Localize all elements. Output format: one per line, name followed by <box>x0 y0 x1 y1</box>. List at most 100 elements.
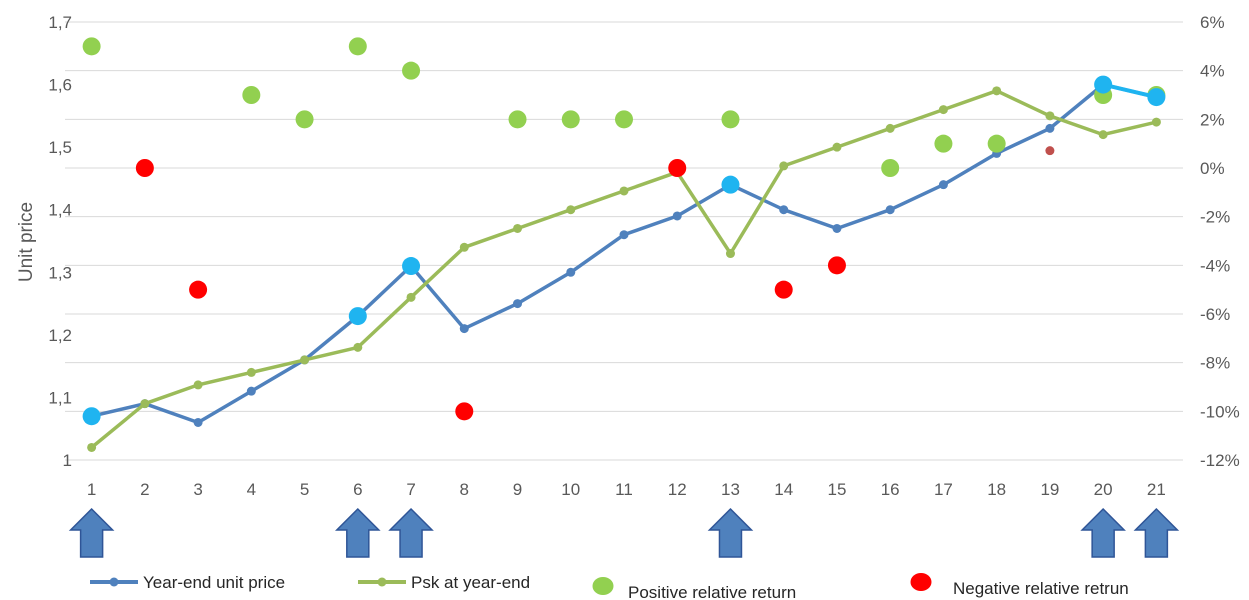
y-tick-label: 1,1 <box>48 388 72 407</box>
x-tick-label: 12 <box>668 480 687 499</box>
highlighted-points <box>82 75 1166 426</box>
legend-item-psk-at-year-end: Psk at year-end <box>358 573 530 592</box>
legend-label-negative-relative-return: Negative relative retrun <box>953 579 1129 598</box>
positive-return-point <box>508 110 527 129</box>
x-tick-label: 14 <box>774 480 793 499</box>
x-tick-label: 1 <box>87 480 96 499</box>
unit-price-point <box>193 417 203 427</box>
unit-price-point <box>513 299 523 309</box>
y2-tick-label: -10% <box>1200 402 1240 421</box>
y2-tick-label: -12% <box>1200 451 1240 470</box>
x-tick-label: 20 <box>1094 480 1113 499</box>
x-tick-label: 4 <box>247 480 256 499</box>
unit-price-point <box>566 267 576 277</box>
negative-return-point <box>135 159 154 177</box>
up-arrow-icon <box>707 507 754 558</box>
psk-point <box>353 342 363 352</box>
highlighted-point <box>721 175 740 194</box>
legend-item-negative-relative-return: Negative relative retrun <box>910 573 1129 598</box>
unit-price-point <box>459 324 469 334</box>
series-negative-relative-return <box>135 146 1055 421</box>
highlighted-point <box>1094 75 1113 94</box>
legend-marker-negative-relative-return <box>910 573 932 591</box>
positive-return-point <box>615 110 633 129</box>
y2-tick-label: -4% <box>1200 256 1230 275</box>
x-tick-label: 6 <box>353 480 362 499</box>
x-tick-label: 2 <box>140 480 149 499</box>
unit-price-point <box>619 230 629 240</box>
y-axis-right: -12% -10% -8% -6% -4% -2% 0% 2% 4% 6% <box>1200 13 1240 470</box>
x-tick-label: 3 <box>193 480 202 499</box>
x-tick-label: 11 <box>615 480 633 499</box>
psk-point <box>832 142 842 152</box>
negative-return-point <box>1045 146 1055 156</box>
legend-label-year-end-unit-price: Year-end unit price <box>143 573 285 592</box>
x-tick-label: 8 <box>460 480 469 499</box>
y-axis-title: Unit price <box>16 202 37 282</box>
gridlines <box>65 21 1183 461</box>
legend-label-psk-at-year-end: Psk at year-end <box>411 573 530 592</box>
x-tick-label: 15 <box>827 480 846 499</box>
unit-price-point <box>1045 123 1055 133</box>
positive-return-point <box>242 86 261 104</box>
x-tick-label: 16 <box>881 480 900 499</box>
series-positive-relative-return <box>82 37 1166 177</box>
positive-return-point <box>402 61 421 80</box>
y2-tick-label: 6% <box>1200 13 1225 32</box>
x-tick-label: 10 <box>561 480 580 499</box>
psk-point <box>300 355 310 365</box>
x-axis: 1 2 3 4 5 6 7 8 9 10 11 12 13 14 15 16 17 18 19 20 21 <box>87 480 1166 499</box>
up-arrow-icon <box>388 507 434 558</box>
y-tick-label: 1,3 <box>48 263 72 282</box>
legend-marker-year-end-unit-price <box>109 577 119 587</box>
psk-point <box>725 249 735 259</box>
y2-tick-label: -2% <box>1200 208 1230 227</box>
x-tick-label: 9 <box>513 480 522 499</box>
psk-point <box>140 399 150 409</box>
psk-point <box>566 205 576 215</box>
psk-point <box>87 442 97 452</box>
unit-price-point <box>779 205 789 215</box>
highlighted-point <box>82 407 101 426</box>
psk-point <box>938 105 948 115</box>
psk-point <box>992 86 1002 96</box>
x-tick-label: 5 <box>300 480 309 499</box>
psk-point <box>1098 130 1108 140</box>
psk-point <box>619 186 629 196</box>
x-tick-label: 21 <box>1147 480 1166 499</box>
highlighted-point <box>348 307 367 326</box>
y2-tick-label: 2% <box>1200 110 1225 129</box>
highlighted-point <box>402 257 421 276</box>
negative-return-point <box>455 402 474 421</box>
legend: Year-end unit price Psk at year-end Posi… <box>90 573 1129 600</box>
y-tick-label: 1,5 <box>48 138 72 157</box>
positive-return-point <box>881 159 900 177</box>
x-tick-label: 7 <box>406 480 415 499</box>
series-psk-at-year-end <box>87 86 1161 452</box>
unit-price-point <box>246 386 256 396</box>
psk-point <box>1151 117 1161 127</box>
y-tick-label: 1,6 <box>48 76 72 95</box>
y-tick-label: 1,2 <box>48 326 72 345</box>
negative-return-point <box>189 280 208 299</box>
y2-tick-label: 4% <box>1200 62 1225 81</box>
y-tick-label: 1,7 <box>48 13 72 32</box>
y-tick-label: 1,4 <box>48 201 72 220</box>
positive-return-point <box>561 110 580 129</box>
legend-item-positive-relative-return: Positive relative return <box>592 577 796 600</box>
psk-point <box>513 223 523 233</box>
y2-tick-label: -8% <box>1200 354 1230 373</box>
psk-point <box>779 161 789 171</box>
negative-return-point <box>774 280 793 299</box>
unit-price-point <box>672 211 682 221</box>
y2-tick-label: 0% <box>1200 159 1225 178</box>
psk-point <box>459 242 469 252</box>
legend-marker-psk-at-year-end <box>377 577 387 587</box>
up-arrow-icon <box>1133 507 1180 558</box>
y-tick-label: 1 <box>63 451 72 470</box>
x-tick-label: 19 <box>1040 480 1059 499</box>
psk-point <box>406 292 416 302</box>
legend-item-year-end-unit-price: Year-end unit price <box>90 573 285 592</box>
positive-return-point <box>82 37 101 56</box>
